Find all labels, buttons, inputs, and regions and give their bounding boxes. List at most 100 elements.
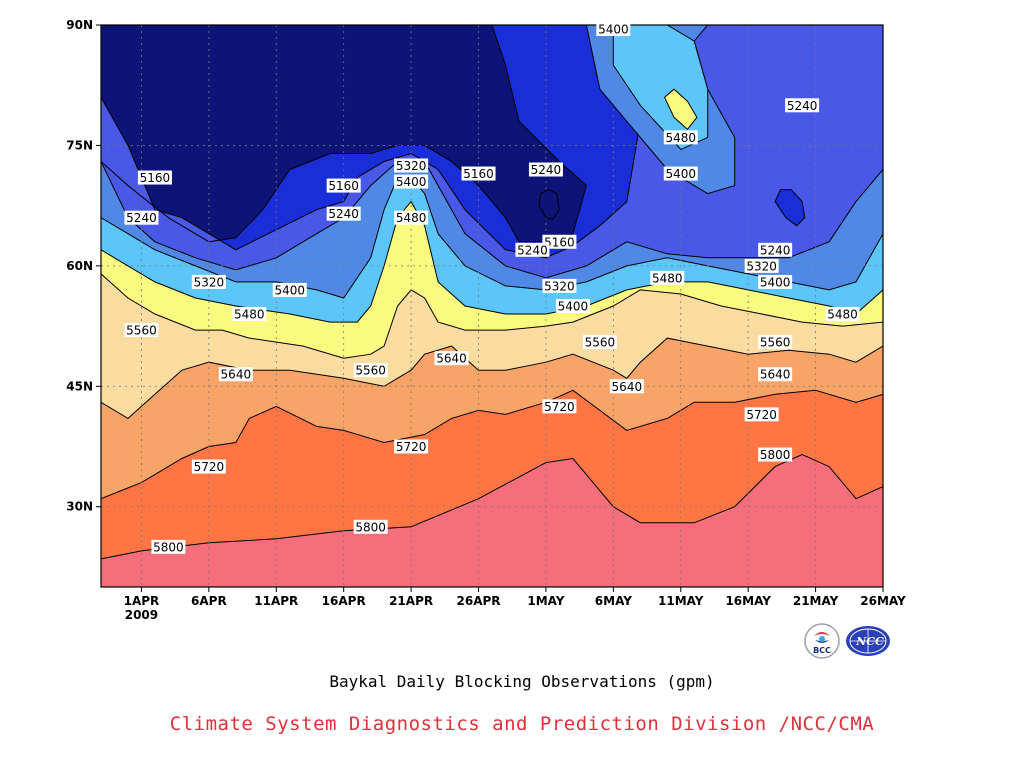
contour-label-text: 5240 [328,207,359,221]
contour-label-text: 5640 [760,368,791,382]
x-tick-label: 6APR [191,594,227,608]
contour-label: 5400 [758,274,793,289]
contour-label: 5560 [758,335,793,350]
contour-label-box [124,210,159,225]
contour-label: 5240 [515,242,550,257]
contour-label: 5480 [663,130,698,145]
contour-line-5320 [101,161,883,279]
y-tick-label: 30N [66,500,93,514]
contour-label-box [124,323,159,338]
contour-label: 5640 [609,379,644,394]
contour-label: 5320 [191,274,226,289]
contour-label-box [758,335,793,350]
contour-label-text: 5400 [665,167,696,181]
contour-label-box [758,367,793,382]
contour-label-box [434,351,469,366]
contour-label-text: 5400 [396,175,427,189]
x-tick-label: 21APR [389,594,433,608]
contour-label-box [758,242,793,257]
contour-label-text: 5720 [746,408,777,422]
contour-label-text: 5320 [746,259,777,273]
contour-fill-5800 [101,454,883,587]
contour-feature-4 [538,189,560,220]
contour-label: 5480 [650,270,685,285]
contour-label-box [137,170,172,185]
contour-label-box [528,162,563,177]
contour-label-text: 5560 [760,336,791,350]
contour-label-text: 5320 [194,275,225,289]
contour-label-text: 5720 [396,440,427,454]
contour-label-box [744,407,779,422]
contour-label-box [744,258,779,273]
x-tick-label: 21MAY [793,594,839,608]
plot-frame [100,24,884,588]
contour-label-box [394,158,429,173]
contour-label: 5480 [394,210,429,225]
contour-label-text: 5800 [760,448,791,462]
contour-label-box [758,447,793,462]
contour-label-box [542,278,577,293]
contour-label-text: 5720 [544,400,575,414]
contour-label-text: 5560 [585,336,616,350]
contour-label-text: 5480 [652,271,683,285]
contour-label: 5160 [326,178,361,193]
contour-label: 5240 [758,242,793,257]
x-tick-label: 11MAY [658,594,704,608]
y-tick-label: 90N [66,18,93,32]
contour-label-box [394,439,429,454]
contour-label: 5640 [218,367,253,382]
contour-label: 5320 [744,258,779,273]
contour-label: 5400 [394,174,429,189]
contour-label-text: 5640 [612,380,643,394]
contour-label-text: 5160 [544,235,575,249]
contour-label: 5720 [744,407,779,422]
contour-label: 5800 [151,539,186,554]
contour-label-text: 5320 [544,279,575,293]
contour-label: 5720 [542,399,577,414]
chart-title: Baykal Daily Blocking Observations (gpm) [329,672,715,691]
y-tick-label: 45N [66,379,93,393]
contour-label-box [151,539,186,554]
contour-label-text: 5240 [787,99,818,113]
contour-label-box [232,307,267,322]
contour-label-text: 5240 [517,243,548,257]
contour-label-text: 5240 [760,243,791,257]
contour-label-text: 5400 [760,275,791,289]
y-tick-label: 75N [66,138,93,152]
contour-label-box [663,166,698,181]
contour-label-text: 5240 [126,211,157,225]
bcc-logo: BCC [802,622,842,664]
x-tick-label: 6MAY [595,594,632,608]
contour-label-box [353,519,388,534]
contour-line-5560 [101,273,883,359]
contour-label-text: 5480 [665,131,696,145]
contour-label-text: 5480 [396,211,427,225]
contour-label: 5240 [124,210,159,225]
svg-text:BCC: BCC [813,646,831,655]
contour-label-box [191,274,226,289]
contour-label-text: 5480 [827,308,858,322]
x-year-label: 2009 [125,608,158,622]
contour-label-text: 5560 [126,324,157,338]
y-tick-label: 60N [66,259,93,273]
contour-label: 5800 [353,519,388,534]
contour-label: 5160 [461,166,496,181]
contour-label-box [555,299,590,313]
contour-label-text: 5400 [598,23,629,37]
contour-label: 5320 [542,278,577,293]
contour-line-5240 [101,25,641,259]
contour-label: 5400 [272,282,307,297]
contour-label-box [785,98,820,113]
contour-label-box [272,282,307,297]
x-tick-label: 26MAY [860,594,906,608]
contour-label-box [650,270,685,285]
contour-label-box [609,379,644,394]
contour-label-box [582,335,617,350]
contour-label-box [825,307,860,322]
contour-label-box [542,234,577,249]
contour-label-box [758,274,793,289]
contour-label-text: 5240 [531,163,562,177]
contour-label-box [394,210,429,225]
contour-label-text: 5480 [234,308,265,322]
contour-label-text: 5640 [221,368,252,382]
